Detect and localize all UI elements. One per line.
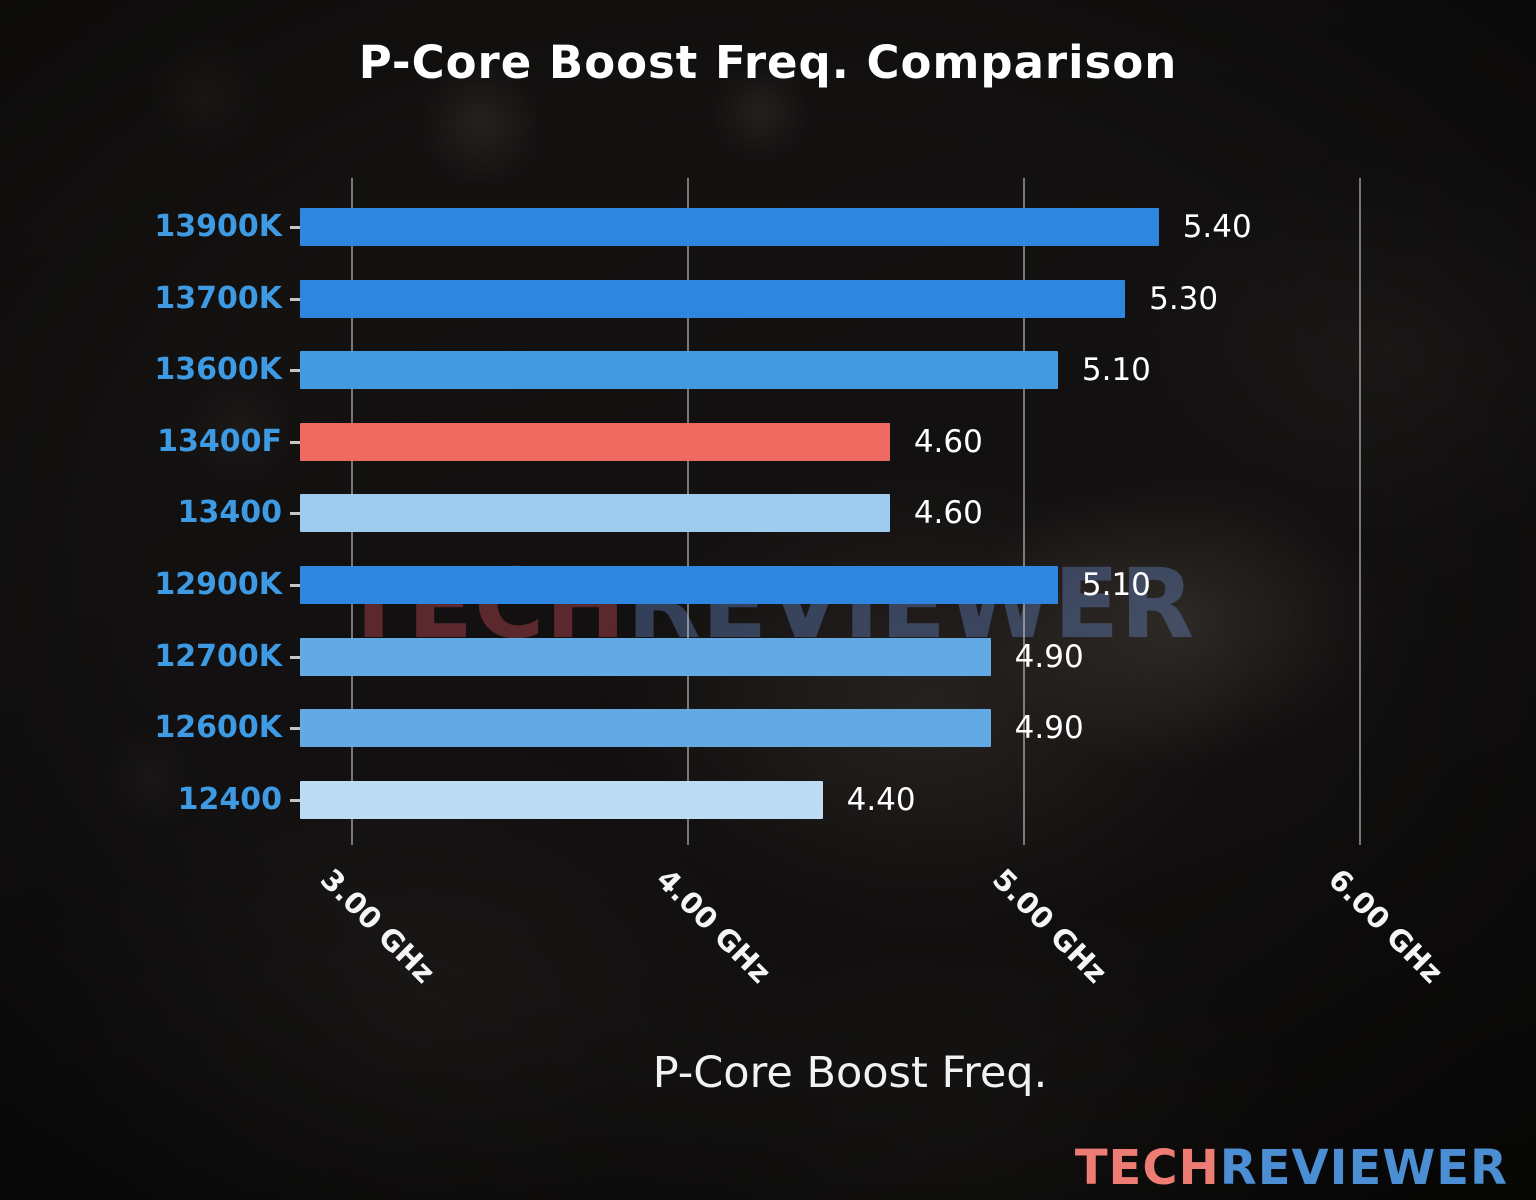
y-axis-tick: [290, 798, 300, 802]
category-label-13700k: 13700K: [154, 280, 282, 316]
category-label-13600k: 13600K: [154, 352, 282, 388]
y-axis-tick: [290, 727, 300, 731]
y-axis-tick: [290, 297, 300, 301]
category-label-12600k: 12600K: [154, 710, 282, 746]
y-axis-tick: [290, 655, 300, 659]
y-axis-tick: [290, 440, 300, 444]
value-label-13700k: 5.30: [1149, 280, 1219, 317]
bar-13600k: [300, 351, 1058, 390]
value-label-13400: 4.60: [913, 495, 983, 532]
gridline-5: [1023, 178, 1026, 845]
chart-title: P-Core Boost Freq. Comparison: [358, 36, 1178, 89]
value-label-12900k: 5.10: [1081, 567, 1151, 603]
category-label-13400f: 13400F: [157, 423, 282, 459]
logo-tech: TECH: [1074, 1140, 1220, 1196]
site-logo: TECHREVIEWER: [1075, 1140, 1508, 1196]
bar-13400f: [300, 422, 890, 461]
x-tick-label: 5.00 GHz: [986, 862, 1114, 990]
bar-12400: [300, 780, 823, 819]
bar-12600k: [300, 709, 991, 748]
y-axis-tick: [290, 226, 300, 229]
x-tick-label: 4.00 GHz: [650, 862, 778, 990]
gridline-6: [1359, 178, 1362, 845]
y-axis-tick: [290, 584, 300, 587]
value-label-13600k: 5.10: [1081, 352, 1151, 389]
value-label-13400f: 4.60: [913, 423, 983, 460]
bar-12700k: [300, 637, 991, 676]
value-label-12400: 4.40: [846, 781, 916, 818]
x-axis-title: P-Core Boost Freq.: [652, 1048, 1048, 1098]
logo-reviewer: REVIEWER: [1219, 1140, 1508, 1196]
category-label-12400: 12400: [177, 781, 282, 817]
bar-12900k: [300, 566, 1058, 604]
category-label-12700k: 12700K: [154, 638, 282, 674]
value-label-12700k: 4.90: [1014, 638, 1084, 675]
x-tick-label: 3.00 GHz: [314, 862, 442, 990]
value-label-12600k: 4.90: [1014, 710, 1084, 747]
y-axis-tick: [290, 512, 300, 516]
value-label-13900k: 5.40: [1182, 209, 1252, 245]
y-axis-tick: [290, 369, 300, 373]
category-label-12900k: 12900K: [154, 567, 282, 602]
category-label-13900k: 13900K: [154, 209, 282, 244]
x-tick-label: 6.00 GHz: [1322, 862, 1451, 990]
category-label-13400: 13400: [177, 495, 282, 531]
bar-13700k: [300, 279, 1126, 318]
bar-13900k: [300, 208, 1159, 246]
bar-13400: [300, 494, 890, 533]
